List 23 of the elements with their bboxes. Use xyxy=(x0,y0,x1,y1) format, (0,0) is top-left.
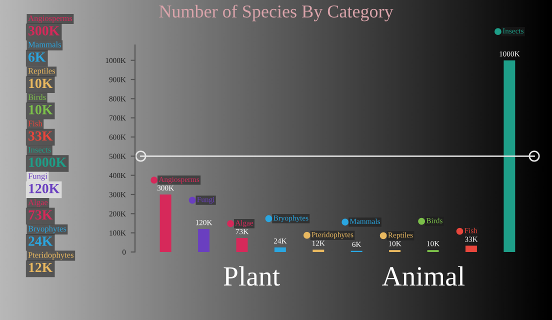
text: Animal xyxy=(382,266,465,286)
text: 12K xyxy=(29,262,53,272)
chart-title: Number of Species By Category xyxy=(159,4,394,22)
category-label: Algae xyxy=(28,199,48,207)
text: 10K xyxy=(29,105,53,114)
category-label: Pteridophytes xyxy=(28,252,74,260)
category-label: Angiosperms xyxy=(28,15,72,23)
category-label: Insects xyxy=(28,147,51,153)
category-label: Fungi xyxy=(28,173,48,181)
category-label: Reptiles xyxy=(28,68,56,76)
text: 33K xyxy=(28,131,53,141)
category-label: Mammals xyxy=(28,42,62,48)
text: 10K xyxy=(29,78,53,88)
text: 120K xyxy=(29,184,60,194)
text: 300K xyxy=(28,26,60,36)
category-label: Birds xyxy=(28,94,46,100)
text: 6K xyxy=(28,52,46,62)
category-label: Fish xyxy=(28,120,42,126)
text: 73K xyxy=(28,210,53,220)
category-label: Bryophytes xyxy=(28,226,66,234)
text: Plant xyxy=(224,266,280,286)
text: 1000K xyxy=(29,158,66,167)
text: 24K xyxy=(28,236,53,246)
